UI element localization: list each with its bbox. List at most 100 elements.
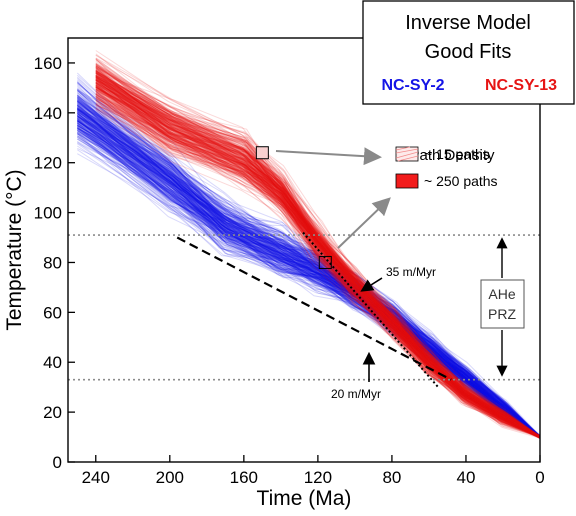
model-path xyxy=(95,70,540,437)
model-path xyxy=(95,76,540,438)
model-path xyxy=(95,92,540,438)
model-path xyxy=(76,86,540,436)
model-path xyxy=(95,76,540,437)
model-path xyxy=(77,120,540,437)
model-path xyxy=(76,136,540,439)
model-path xyxy=(76,141,540,437)
model-path xyxy=(95,93,540,439)
model-path xyxy=(95,76,540,439)
model-path xyxy=(77,136,540,439)
density-swatch-low xyxy=(395,146,419,162)
x-tick-label: 80 xyxy=(382,468,401,487)
model-path xyxy=(76,118,540,438)
model-path xyxy=(95,100,540,437)
model-path xyxy=(76,112,540,439)
model-path xyxy=(77,127,540,438)
model-path xyxy=(95,80,540,439)
model-path xyxy=(95,80,540,437)
legend-series-nc-sy-2: NC-SY-2 xyxy=(381,77,444,94)
model-path xyxy=(95,66,540,438)
model-path xyxy=(77,120,540,439)
model-path xyxy=(95,76,540,439)
model-path xyxy=(77,145,540,438)
model-path xyxy=(77,100,540,438)
model-path xyxy=(77,142,540,439)
model-path xyxy=(95,78,540,438)
model-path xyxy=(95,62,540,438)
model-path xyxy=(77,133,540,438)
model-path xyxy=(77,99,540,438)
model-path xyxy=(95,64,540,439)
model-path xyxy=(95,70,540,439)
model-path xyxy=(77,96,540,438)
model-path xyxy=(95,89,540,438)
model-path xyxy=(77,119,540,438)
model-path xyxy=(95,67,540,438)
model-path xyxy=(95,86,540,439)
model-path xyxy=(95,76,540,438)
model-path xyxy=(95,74,540,437)
model-path xyxy=(77,117,540,439)
model-path xyxy=(77,111,540,439)
model-path xyxy=(95,72,540,439)
model-path xyxy=(76,102,540,437)
model-path xyxy=(77,120,540,439)
model-path xyxy=(95,77,540,438)
model-path xyxy=(95,65,540,437)
model-path xyxy=(95,81,540,439)
model-path xyxy=(77,124,540,439)
model-path xyxy=(95,68,540,438)
model-path xyxy=(95,86,540,438)
model-path xyxy=(77,130,540,438)
model-path xyxy=(76,76,540,438)
model-path xyxy=(95,54,540,438)
model-path xyxy=(76,118,540,439)
model-path xyxy=(95,83,540,438)
model-path xyxy=(77,103,540,437)
model-path xyxy=(95,88,540,438)
model-path xyxy=(76,101,540,439)
model-path xyxy=(95,66,540,438)
model-path xyxy=(95,74,540,438)
model-path xyxy=(95,82,540,437)
model-path xyxy=(95,83,540,438)
model-path xyxy=(95,84,540,438)
model-path xyxy=(95,106,540,438)
density-label-low: ~ 15 paths xyxy=(424,146,490,162)
model-path xyxy=(95,92,540,439)
model-path xyxy=(95,78,540,438)
model-path xyxy=(95,85,540,437)
model-path xyxy=(95,72,540,439)
model-path xyxy=(76,84,540,438)
model-path xyxy=(95,71,540,437)
model-path xyxy=(95,104,540,437)
model-path xyxy=(77,112,540,439)
model-path xyxy=(77,118,540,438)
model-path xyxy=(95,77,540,438)
model-path xyxy=(95,58,540,438)
model-path xyxy=(95,74,540,439)
model-path xyxy=(95,80,540,438)
y-tick-label: 100 xyxy=(34,204,62,223)
model-path xyxy=(77,115,540,438)
model-path xyxy=(76,122,540,438)
rate-line-20 xyxy=(176,236,452,381)
model-path xyxy=(76,96,540,438)
model-path xyxy=(76,128,540,439)
model-path xyxy=(77,109,540,438)
model-path xyxy=(76,121,540,438)
model-path xyxy=(76,100,540,438)
model-path xyxy=(95,78,540,439)
model-path xyxy=(95,97,540,437)
model-path xyxy=(95,74,540,438)
model-path xyxy=(77,129,540,437)
model-path xyxy=(77,103,540,438)
gray-arrow-low xyxy=(275,147,382,166)
y-tick-label: 60 xyxy=(43,303,62,322)
model-path xyxy=(95,72,540,437)
model-path xyxy=(77,137,540,438)
model-path xyxy=(95,74,540,439)
model-path xyxy=(95,77,540,436)
prz-label-box xyxy=(480,279,525,329)
model-path xyxy=(95,80,540,439)
